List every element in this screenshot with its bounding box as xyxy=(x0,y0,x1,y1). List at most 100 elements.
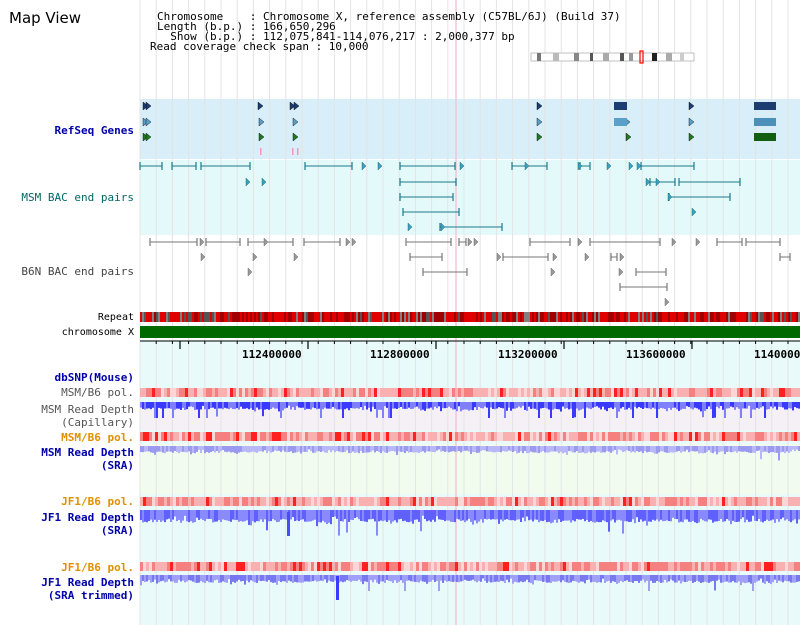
jf1-trimmed-depth-bar xyxy=(314,575,316,581)
repeat-segment xyxy=(734,312,736,322)
repeat-segment xyxy=(700,312,702,322)
jf1-sra-depth-bar xyxy=(364,510,366,522)
jf1-sra-depth-bar xyxy=(358,510,360,520)
msm-capillary-depth-bar xyxy=(322,402,324,410)
jf1-sra-depth-bar xyxy=(604,510,606,522)
jf1-b6-pol-strip-2 xyxy=(305,562,308,571)
msm-capillary-depth-bar xyxy=(386,402,388,408)
msm-capillary-depth-bar xyxy=(430,402,432,408)
jf1-sra-depth-bar xyxy=(522,510,524,518)
jf1-trimmed-depth-bar xyxy=(156,575,158,584)
repeat-segment xyxy=(554,312,556,322)
msm-b6-pol-strip-2 xyxy=(647,432,650,441)
msm-b6-pol-strip-2 xyxy=(266,432,269,441)
jf1-b6-pol-strip-1 xyxy=(464,497,467,506)
jf1-b6-pol-strip-2 xyxy=(722,562,725,571)
jf1-sra-depth-bar xyxy=(248,510,250,525)
msm-sra-depth-bar xyxy=(376,446,378,451)
msm-capillary-depth-bar xyxy=(448,402,450,407)
msm-b6-pol-strip-1 xyxy=(164,388,167,397)
msm-b6-pol-strip-1 xyxy=(209,388,212,397)
msm-capillary-depth-bar xyxy=(328,402,330,409)
refseq-tick xyxy=(260,148,262,155)
msm-sra-depth-bar xyxy=(300,446,302,454)
msm-b6-pol-strip-2 xyxy=(722,432,725,441)
jf1-sra-depth-bar xyxy=(634,510,636,524)
msm-bac-arrow xyxy=(645,177,651,187)
jf1-sra-depth-bar xyxy=(330,510,332,525)
msm-b6-pol-strip-1 xyxy=(329,388,332,397)
msm-capillary-depth-bar xyxy=(456,402,458,412)
jf1-trimmed-depth-bar xyxy=(158,575,160,583)
jf1-trimmed-depth-bar xyxy=(710,575,712,582)
refseq-gene-glyph xyxy=(292,132,299,142)
jf1-sra-depth-bar xyxy=(508,510,510,521)
msm-capillary-depth-bar xyxy=(222,402,224,410)
jf1-sra-depth-bar xyxy=(626,510,628,522)
track-label-refseq[interactable]: RefSeq Genes xyxy=(54,124,134,137)
jf1-sra-depth-bar xyxy=(524,510,526,522)
msm-capillary-depth-bar xyxy=(494,402,496,410)
msm-b6-pol-strip-1 xyxy=(170,388,173,397)
msm-sra-depth-bar xyxy=(558,446,560,454)
jf1-trimmed-depth-bar xyxy=(508,575,510,583)
jf1-b6-pol-strip-1 xyxy=(563,497,566,506)
track-label-dbsnp[interactable]: dbSNP(Mouse) xyxy=(54,371,134,384)
msm-b6-pol-strip-2 xyxy=(176,432,179,441)
jf1-b6-pol-strip-1 xyxy=(179,497,182,506)
repeat-segment xyxy=(406,312,408,322)
msm-b6-pol-strip-1 xyxy=(482,388,485,397)
msm-sra-depth-bar xyxy=(748,446,750,453)
msm-b6-pol-strip-1 xyxy=(731,388,734,397)
repeat-segment xyxy=(490,312,492,322)
msm-sra-depth-bar xyxy=(716,446,718,455)
jf1-b6-pol-strip-1 xyxy=(401,497,404,506)
msm-sra-depth-bar xyxy=(216,446,218,452)
jf1-sra-depth-bar xyxy=(672,510,674,518)
jf1-b6-pol-strip-2 xyxy=(605,562,608,571)
msm-sra-depth-bar xyxy=(212,446,214,452)
msm-b6-pol-strip-1 xyxy=(746,388,749,397)
track-label-msm-bac[interactable]: MSM BAC end pairs xyxy=(21,191,134,204)
jf1-trimmed-depth-bar xyxy=(342,575,344,583)
msm-sra-depth-bar xyxy=(590,446,592,453)
msm-capillary-depth-bar xyxy=(678,402,680,411)
msm-b6-pol-strip-1 xyxy=(374,388,377,397)
jf1-b6-pol-strip-1 xyxy=(629,497,632,506)
repeat-segment xyxy=(488,312,490,322)
jf1-b6-pol-strip-1 xyxy=(794,497,797,506)
msm-b6-pol-strip-2 xyxy=(209,432,212,441)
jf1-trimmed-depth-bar xyxy=(282,575,284,582)
track-label-b6n-bac[interactable]: B6N BAC end pairs xyxy=(21,265,134,278)
repeat-segment xyxy=(686,312,688,322)
msm-b6-pol-strip-1 xyxy=(683,388,686,397)
jf1-b6-pol-strip-2 xyxy=(506,562,509,571)
jf1-trimmed-depth-bar xyxy=(660,575,662,583)
jf1-b6-pol-strip-2 xyxy=(275,562,278,571)
jf1-b6-pol-strip-2 xyxy=(791,562,794,571)
jf1-trimmed-depth-bar xyxy=(170,575,172,582)
repeat-segment xyxy=(560,312,562,322)
track-label-chromosome: chromosome X xyxy=(61,327,134,338)
msm-sra-depth-bar xyxy=(254,446,256,453)
msm-capillary-depth-bar xyxy=(762,402,764,407)
msm-capillary-depth-bar xyxy=(578,402,580,411)
msm-b6-pol-strip-2 xyxy=(497,432,500,441)
jf1-b6-pol-strip-2 xyxy=(263,562,266,571)
msm-sra-depth-bar xyxy=(724,446,726,455)
msm-sra-depth-bar xyxy=(458,446,460,452)
msm-b6-pol-strip-2 xyxy=(254,432,257,441)
msm-sra-depth-bar xyxy=(512,446,514,453)
jf1-sra-depth-bar xyxy=(182,510,184,521)
msm-b6-pol-strip-2 xyxy=(185,432,188,441)
refseq-gene-glyph xyxy=(145,132,152,142)
msm-capillary-depth-bar xyxy=(370,402,372,412)
msm-capillary-depth-bar xyxy=(682,402,684,409)
jf1-sra-depth-bar xyxy=(798,510,800,520)
msm-sra-depth-bar xyxy=(752,446,754,453)
b6n-bac-arrow xyxy=(467,237,473,247)
msm-capillary-depth-bar xyxy=(334,402,336,409)
msm-capillary-depth-bar xyxy=(324,402,326,408)
jf1-b6-pol-strip-1 xyxy=(383,497,386,506)
